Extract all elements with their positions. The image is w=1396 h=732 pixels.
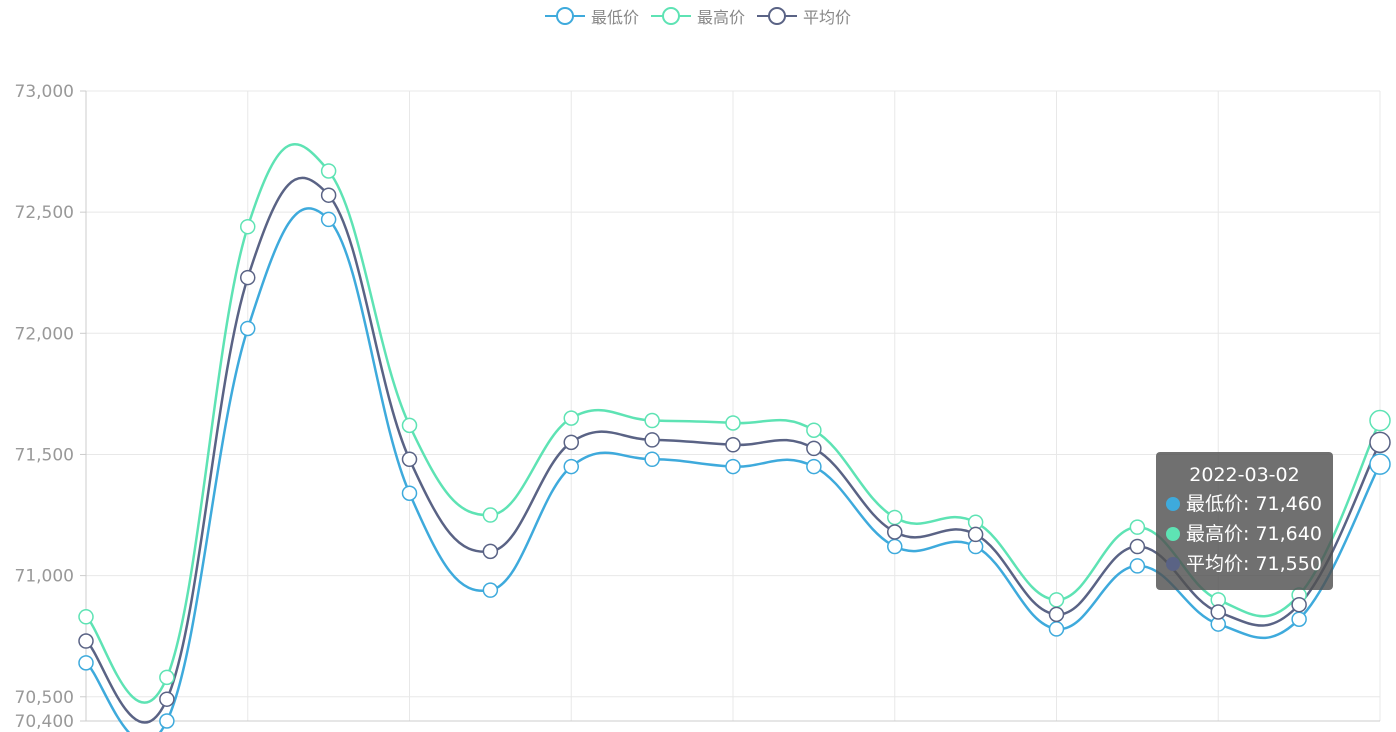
data-point	[240, 218, 256, 235]
data-point	[482, 507, 499, 523]
data-point	[1129, 558, 1146, 574]
data-point	[159, 669, 175, 686]
series-dot-icon	[1166, 527, 1180, 541]
data-point	[1129, 538, 1146, 555]
data-point	[159, 691, 175, 707]
y-tick-label: 72,500	[15, 203, 74, 223]
grid-lines	[86, 90, 1381, 721]
data-point	[1369, 431, 1391, 454]
data-point	[320, 211, 337, 228]
legend-label: 平均价	[803, 8, 852, 27]
data-point	[78, 609, 94, 625]
legend: 最低价 最高价 平均价	[0, 4, 1396, 28]
legend-label: 最低价	[590, 8, 639, 27]
data-point	[1291, 596, 1307, 613]
tooltip-row-high: 最高价: 71,640	[1166, 519, 1323, 549]
data-point	[320, 187, 337, 203]
data-point	[887, 524, 903, 540]
tooltip-text: 平均价: 71,550	[1186, 553, 1322, 575]
data-points	[78, 163, 1391, 729]
y-tick-label: 71,500	[15, 445, 74, 465]
tooltip-row-avg: 平均价: 71,550	[1166, 549, 1323, 579]
data-point	[482, 582, 499, 598]
data-point	[1369, 453, 1391, 475]
y-tick-label: 70,400	[15, 712, 74, 732]
series-dot-icon	[1166, 497, 1180, 511]
axes: 70,400 70,500 71,000 71,500 72,000 72,500 73,0…	[15, 82, 1380, 732]
data-point	[401, 485, 418, 501]
data-point	[240, 269, 256, 286]
data-point	[887, 509, 903, 526]
data-point	[563, 410, 579, 426]
tooltip: 2022-03-02 最低价: 71,460 最高价: 71,640 平均价: …	[1156, 452, 1333, 590]
y-tick-label: 72,000	[15, 324, 74, 344]
tooltip-row-low: 最低价: 71,460	[1166, 489, 1323, 519]
data-point	[1210, 604, 1226, 620]
data-point	[563, 434, 579, 451]
data-point	[725, 415, 741, 431]
data-point	[401, 417, 418, 434]
data-point	[806, 422, 822, 438]
legend-item-high[interactable]: 最高价	[650, 4, 745, 28]
data-point	[1129, 519, 1146, 535]
legend-item-avg[interactable]: 平均价	[757, 4, 851, 28]
data-point	[78, 633, 94, 649]
data-point	[482, 543, 499, 560]
data-point	[401, 451, 418, 468]
tooltip-text: 最高价: 71,640	[1186, 523, 1322, 545]
data-point	[806, 440, 822, 457]
data-point	[1369, 409, 1391, 432]
data-point	[1048, 592, 1065, 608]
data-point	[563, 458, 579, 475]
data-point	[644, 451, 660, 468]
series-dot-icon	[1166, 557, 1180, 571]
data-point	[1291, 611, 1307, 627]
legend-line-circle-icon	[757, 7, 797, 25]
y-tick-label: 70,500	[15, 688, 74, 708]
data-point	[725, 458, 741, 475]
data-point	[644, 412, 660, 429]
data-point	[78, 655, 94, 671]
data-point	[967, 526, 984, 543]
tooltip-title: 2022-03-02	[1189, 464, 1300, 486]
data-point	[725, 437, 741, 453]
data-point	[159, 713, 175, 729]
y-tick-label: 73,000	[15, 82, 74, 102]
legend-item-low[interactable]: 最低价	[544, 4, 639, 28]
data-point	[1048, 606, 1065, 623]
data-point	[806, 458, 822, 475]
y-tick-label: 71,000	[15, 567, 74, 587]
tooltip-text: 最低价: 71,460	[1186, 493, 1322, 515]
data-point	[887, 538, 903, 555]
data-point	[240, 320, 256, 337]
legend-line-circle-icon	[544, 7, 585, 25]
legend-label: 最高价	[696, 8, 745, 27]
data-point	[644, 432, 660, 448]
data-point	[320, 163, 337, 179]
legend-line-circle-icon	[650, 7, 691, 25]
data-point	[1048, 621, 1065, 637]
